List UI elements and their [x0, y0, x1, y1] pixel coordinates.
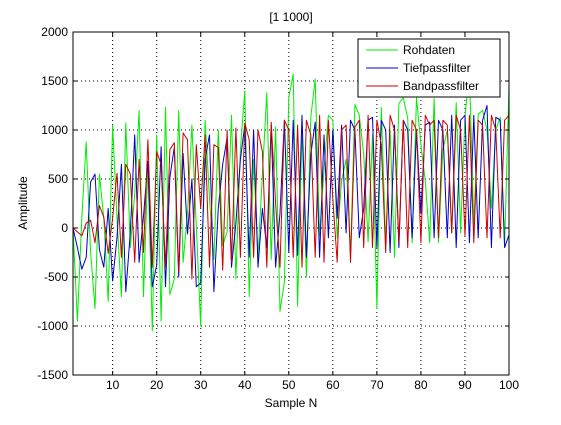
y-tick-label: -1500: [37, 368, 68, 382]
x-tick-label: 30: [194, 378, 208, 392]
x-tick-label: 60: [326, 378, 340, 392]
y-tick-label: -500: [44, 270, 68, 284]
y-tick-label: 1500: [41, 74, 68, 88]
legend: Rohdaten Tiefpassfilter Bandpassfilter: [357, 38, 501, 98]
y-tick-label: 0: [61, 221, 68, 235]
y-tick-label: 2000: [41, 25, 68, 39]
legend-label: Bandpassfilter: [403, 79, 479, 93]
legend-label: Rohdaten: [403, 43, 455, 57]
series-lines: [72, 70, 510, 332]
series-line: [72, 114, 510, 280]
y-tick-label: 1000: [41, 123, 68, 137]
legend-label: Tiefpassfilter: [403, 61, 471, 75]
axis-ticks: 10 20 30 40 50 60 70 80 90 100 -1500 -1000 -500 0 500 1…: [37, 25, 519, 392]
x-tick-label: 90: [458, 378, 472, 392]
x-tick-label: 40: [238, 378, 252, 392]
plot-frame: [72, 31, 510, 376]
y-tick-label: 500: [48, 172, 68, 186]
x-tick-label: 70: [370, 378, 384, 392]
y-tick-label: -1000: [37, 319, 68, 333]
x-tick-label: 100: [499, 378, 519, 392]
chart-title: [1 1000]: [269, 10, 312, 24]
x-tick-label: 20: [150, 378, 164, 392]
x-axis-label: Sample N: [265, 396, 318, 410]
x-tick-label: 10: [106, 378, 120, 392]
x-tick-label: 80: [414, 378, 428, 392]
y-axis-label: Amplitude: [16, 176, 30, 230]
x-tick-label: 50: [282, 378, 296, 392]
